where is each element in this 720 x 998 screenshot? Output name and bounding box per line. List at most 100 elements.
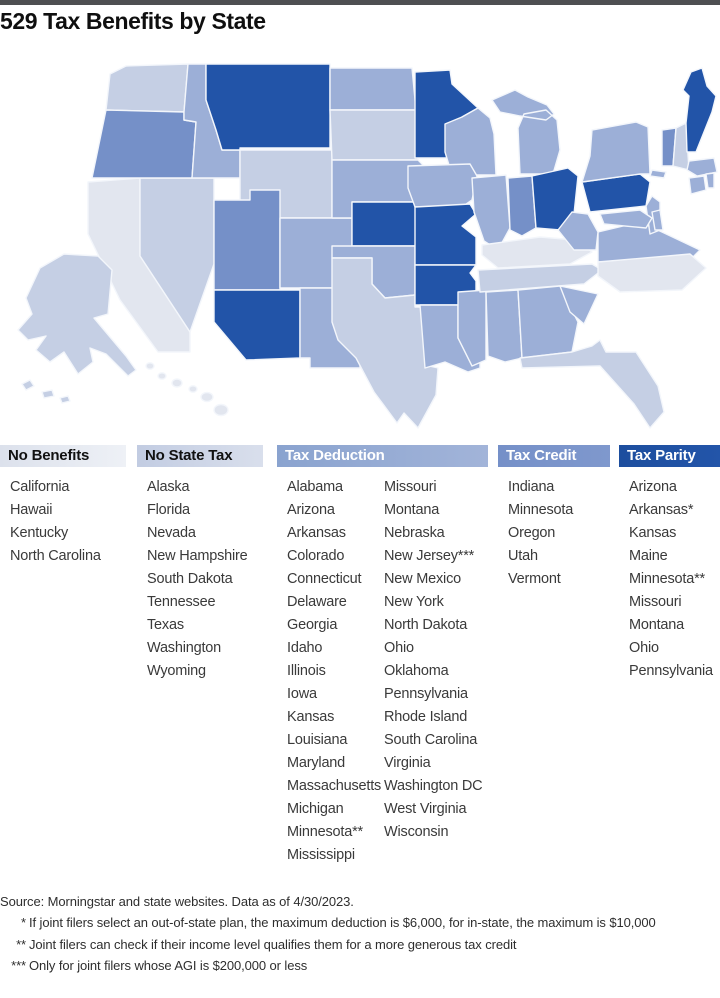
state-list-item: Colorado	[287, 548, 345, 564]
legend-column-tax-deduction: Tax Deduction Alabama Arizona Arkansas Colo…	[277, 445, 488, 867]
state-list-item: South Carolina	[384, 732, 478, 748]
state-list-item: Arizona	[287, 502, 335, 518]
state-washington	[105, 63, 189, 113]
state-list-no-benefits: California Hawaii Kentucky North Carolina	[0, 476, 126, 568]
state-list-item: Minnesota**	[287, 824, 363, 840]
state-list-item: Missouri	[629, 594, 682, 610]
footnote-text: Source: Morningstar and state websites. …	[0, 894, 354, 909]
state-list-tax-credit: Indiana Minnesota Oregon Utah Vermont	[498, 476, 610, 591]
legend-column-tax-credit: Tax Credit Indiana Minnesota Oregon Utah Ver…	[498, 445, 610, 591]
state-missouri	[414, 203, 477, 266]
state-florida	[519, 339, 665, 429]
state-list-item: Connecticut	[287, 571, 362, 587]
state-list-item: Texas	[147, 617, 184, 633]
state-rhode-island	[705, 172, 715, 189]
legend-header-label: Tax Parity	[627, 447, 696, 464]
state-wisconsin	[444, 107, 497, 176]
footnote-line: * If joint filers select an out-of-state …	[0, 912, 720, 933]
state-south-dakota	[329, 109, 419, 161]
state-list-item: North Carolina	[10, 548, 101, 564]
footnote-marker: ***	[11, 957, 26, 973]
legend-header-tax-parity: Tax Parity	[619, 445, 720, 467]
state-list-item: Mississippi	[287, 847, 355, 863]
state-list-item: Florida	[147, 502, 190, 518]
state-list-item: Nebraska	[384, 525, 445, 541]
state-texas	[331, 257, 439, 429]
state-list-item: Maine	[629, 548, 668, 564]
state-list-item: Nevada	[147, 525, 196, 541]
legend-header-tax-deduction: Tax Deduction	[277, 445, 488, 467]
state-list-item: New Mexico	[384, 571, 461, 587]
footnote-line: ** Joint filers can check if their income…	[0, 934, 720, 955]
state-montana	[205, 63, 331, 151]
state-delaware	[651, 209, 664, 231]
state-list-item: Utah	[508, 548, 538, 564]
state-list-tax-deduction-2: Missouri Montana Nebraska New Jersey*** New …	[384, 476, 488, 867]
state-list-item: Ohio	[384, 640, 414, 656]
state-list-item: New York	[384, 594, 444, 610]
state-list-item: Indiana	[508, 479, 555, 495]
legend-header-no-state-tax: No State Tax	[137, 445, 263, 467]
state-north-dakota	[329, 67, 417, 111]
state-list-item: New Hampshire	[147, 548, 248, 564]
state-kansas	[351, 201, 421, 247]
footnote-text: Joint filers can check if their income l…	[29, 936, 517, 952]
state-list-item: Montana	[629, 617, 685, 633]
state-list-item: Kansas	[287, 709, 335, 725]
legend-header-tax-credit: Tax Credit	[498, 445, 610, 467]
state-iowa	[407, 163, 478, 208]
state-list-item: Massachusetts	[287, 778, 382, 794]
legend-columns: No Benefits California Hawaii Kentucky Nort…	[0, 445, 720, 885]
state-list-item: Arkansas*	[629, 502, 694, 518]
state-list-item: South Dakota	[147, 571, 233, 587]
state-list-item: Iowa	[287, 686, 317, 702]
state-alabama	[485, 289, 523, 363]
state-new-york	[581, 121, 667, 183]
state-list-tax-deduction-1: Alabama Arizona Arkansas Colorado Connecticu…	[277, 476, 384, 867]
state-list-item: Georgia	[287, 617, 338, 633]
state-list-item: Alaska	[147, 479, 190, 495]
legend-header-label: Tax Deduction	[285, 447, 385, 464]
state-list-item: Louisiana	[287, 732, 348, 748]
state-list-item: West Virginia	[384, 801, 467, 817]
state-maine	[682, 67, 717, 153]
legend-header-no-benefits: No Benefits	[0, 445, 126, 467]
state-list-item: Pennsylvania	[629, 663, 713, 679]
state-maryland	[599, 209, 653, 229]
state-list-item: Vermont	[508, 571, 561, 587]
state-list-tax-parity: Arizona Arkansas* Kansas Maine Minnesota** Mi…	[619, 476, 720, 683]
state-arizona	[213, 289, 301, 361]
footnote-text: Only for joint filers whose AGI is $200,…	[29, 957, 308, 973]
footnotes: Source: Morningstar and state websites. …	[0, 891, 720, 976]
state-south-carolina	[559, 285, 599, 325]
state-list-item: Missouri	[384, 479, 437, 495]
source-line: Source: Morningstar and state websites. …	[0, 891, 720, 912]
state-alaska	[17, 253, 137, 404]
footnote-line: *** Only for joint filers whose AGI is $2…	[0, 955, 720, 976]
state-list-item: Oregon	[508, 525, 556, 541]
state-list-item: Delaware	[287, 594, 347, 610]
state-list-item: Arkansas	[287, 525, 346, 541]
state-list-item: North Dakota	[384, 617, 468, 633]
legend-column-no-state-tax: No State Tax Alaska Florida Nevada New Hamp…	[137, 445, 263, 683]
state-list-item: Kansas	[629, 525, 677, 541]
footnote-text: If joint filers select an out-of-state p…	[29, 915, 656, 931]
state-list-item: Washington	[147, 640, 222, 656]
state-list-item: Pennsylvania	[384, 686, 468, 702]
state-hawaii	[145, 362, 229, 417]
legend-column-no-benefits: No Benefits California Hawaii Kentucky Nort…	[0, 445, 126, 568]
state-list-item: Alabama	[287, 479, 343, 495]
state-list-item: New Jersey***	[384, 548, 475, 564]
state-kentucky	[481, 236, 593, 269]
state-list-item: Michigan	[287, 801, 344, 817]
tax-deduction-sublists: Alabama Arizona Arkansas Colorado Connecticu…	[277, 467, 488, 867]
top-accent-bar	[0, 0, 720, 5]
state-indiana	[507, 175, 537, 237]
state-list-item: Maryland	[287, 755, 346, 771]
state-list-item: Idaho	[287, 640, 323, 656]
us-choropleth-map	[17, 63, 718, 429]
state-list-item: Kentucky	[10, 525, 69, 541]
legend-column-tax-parity: Tax Parity Arizona Arkansas* Kansas Maine Mi…	[619, 445, 720, 683]
state-west-virginia	[557, 211, 599, 251]
state-list-item: Arizona	[629, 479, 677, 495]
